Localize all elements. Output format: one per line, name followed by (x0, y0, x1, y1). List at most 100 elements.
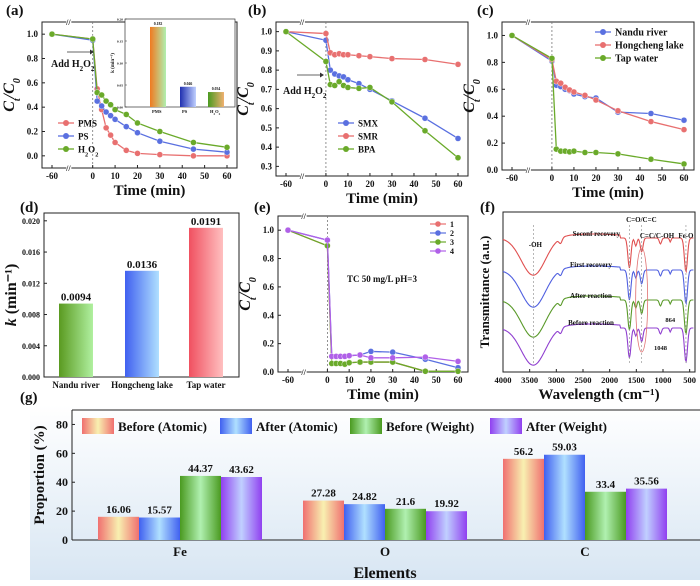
x-tick-label: 0 (550, 173, 555, 183)
data-point (111, 116, 119, 123)
inset-category-label: PS (182, 109, 188, 114)
data-point (123, 147, 130, 154)
y-tick-label: 40 (56, 475, 68, 489)
legend-marker (600, 42, 606, 48)
data-point (557, 80, 564, 87)
annotation-1048: 1048 (654, 345, 668, 352)
data-point (581, 92, 589, 99)
x-tick-label: 10 (343, 179, 353, 189)
legend-label: 3 (450, 238, 454, 247)
category-label: C (580, 544, 589, 559)
bar-value-label: 33.4 (596, 479, 616, 491)
y-tick-label: 0.7 (261, 84, 273, 94)
chart-panel-g: 0 20 40 60 80 16.06 15.57 44.37 43.62 Fe 27.28 24.8… (30, 405, 700, 582)
y-tick-label: 20 (56, 504, 68, 518)
legend-marker (435, 221, 441, 227)
condition-annotation: TC 50 mg/L pH=3 (347, 274, 417, 284)
bar-value-label: 43.62 (229, 464, 254, 476)
x-tick-label: 20 (365, 179, 375, 189)
inset-y-tick-label: 0.05 (117, 84, 123, 88)
panel-label: (c) (477, 3, 494, 19)
data-point (344, 84, 352, 91)
bar (59, 303, 93, 377)
x-tick-label: 40 (178, 171, 188, 181)
data-point (190, 139, 197, 146)
data-point (570, 88, 578, 96)
data-point (284, 226, 292, 234)
x-tick-label: 20 (591, 173, 601, 183)
axis-break-gap (299, 19, 305, 25)
category-label: Hongcheng lake (111, 380, 173, 390)
y-tick-label: 80 (56, 417, 68, 431)
inset-bar (208, 92, 224, 107)
data-point (322, 58, 330, 65)
x-tick-label: -60 (506, 173, 518, 183)
axis-break-mark: // (299, 172, 305, 181)
chart-panel-f: 4000 3500 3000 2500 2000 1500 1000 500 Wavelengt… (477, 211, 696, 403)
data-point (422, 353, 429, 361)
legend-swatch (220, 418, 252, 434)
axis-break-gap (301, 369, 307, 375)
y-axis-label: Ct/C0 (1, 78, 23, 112)
add-h2o2-annotation: Add H2O2 (283, 86, 327, 100)
data-point (340, 73, 347, 81)
x-tick-label: 60 (680, 173, 690, 183)
panel-label: (f) (480, 200, 495, 216)
data-point (367, 354, 375, 362)
x-tick-label: 60 (454, 179, 464, 189)
y-tick-label: 0.2 (487, 138, 499, 148)
inset-bar-label: 0.182 (154, 22, 163, 26)
data-point (570, 147, 578, 155)
bar-value-label: 15.57 (147, 505, 172, 517)
series-line (285, 30, 459, 65)
data-point (282, 28, 290, 35)
x-tick-label: 40 (410, 375, 420, 385)
y-tick-label: 0 (62, 533, 68, 547)
axis-break-mark: // (525, 18, 531, 27)
data-point (366, 84, 374, 91)
y-tick-label: 0.8 (261, 65, 273, 75)
inset-category-label: PMS (152, 109, 162, 114)
x-tick-label: 3000 (548, 375, 565, 385)
data-point (134, 119, 141, 127)
y-tick-label: 0.6 (263, 282, 275, 292)
y-tick-label: 0.000 (22, 373, 40, 382)
bar-value-label: 27.28 (311, 488, 336, 500)
plot-frame (502, 211, 696, 373)
bar-value-label: 35.56 (634, 476, 659, 488)
bar (426, 511, 467, 540)
x-tick-label: 2000 (601, 375, 618, 385)
data-point (344, 76, 352, 83)
axis-break-mark: // (65, 164, 71, 173)
spectrum-after-reaction (502, 295, 694, 338)
bar (125, 270, 159, 377)
y-tick-label: 0.5 (261, 123, 273, 133)
y-axis-label: Ct/C0 (235, 82, 257, 116)
data-point (548, 55, 556, 62)
data-point (421, 127, 429, 134)
highlight-ellipse (635, 247, 649, 353)
spectrum-label: First recovery (570, 261, 613, 269)
data-point (111, 139, 119, 146)
data-point (647, 118, 655, 125)
x-tick-label: 0 (325, 375, 330, 385)
bar (139, 517, 180, 540)
data-point (48, 30, 56, 38)
annotation-fe-o: Fe-O (678, 232, 694, 240)
bar (585, 491, 626, 540)
bar (544, 454, 585, 540)
inset-y-axis-label: k (min⁻¹) (110, 53, 116, 73)
legend-marker (343, 120, 349, 126)
legend-label: Nandu river (615, 28, 668, 39)
data-point (345, 359, 353, 366)
data-point (107, 131, 114, 139)
inset-bar (150, 26, 166, 108)
legend-label: SMX (358, 119, 379, 129)
legend-label: Tap water (615, 54, 659, 65)
x-tick-label: 20 (366, 375, 376, 385)
y-tick-label: 0.016 (22, 248, 40, 257)
legend-marker (600, 29, 606, 35)
y-tick-label: 0.004 (22, 342, 40, 351)
data-point (98, 102, 105, 110)
